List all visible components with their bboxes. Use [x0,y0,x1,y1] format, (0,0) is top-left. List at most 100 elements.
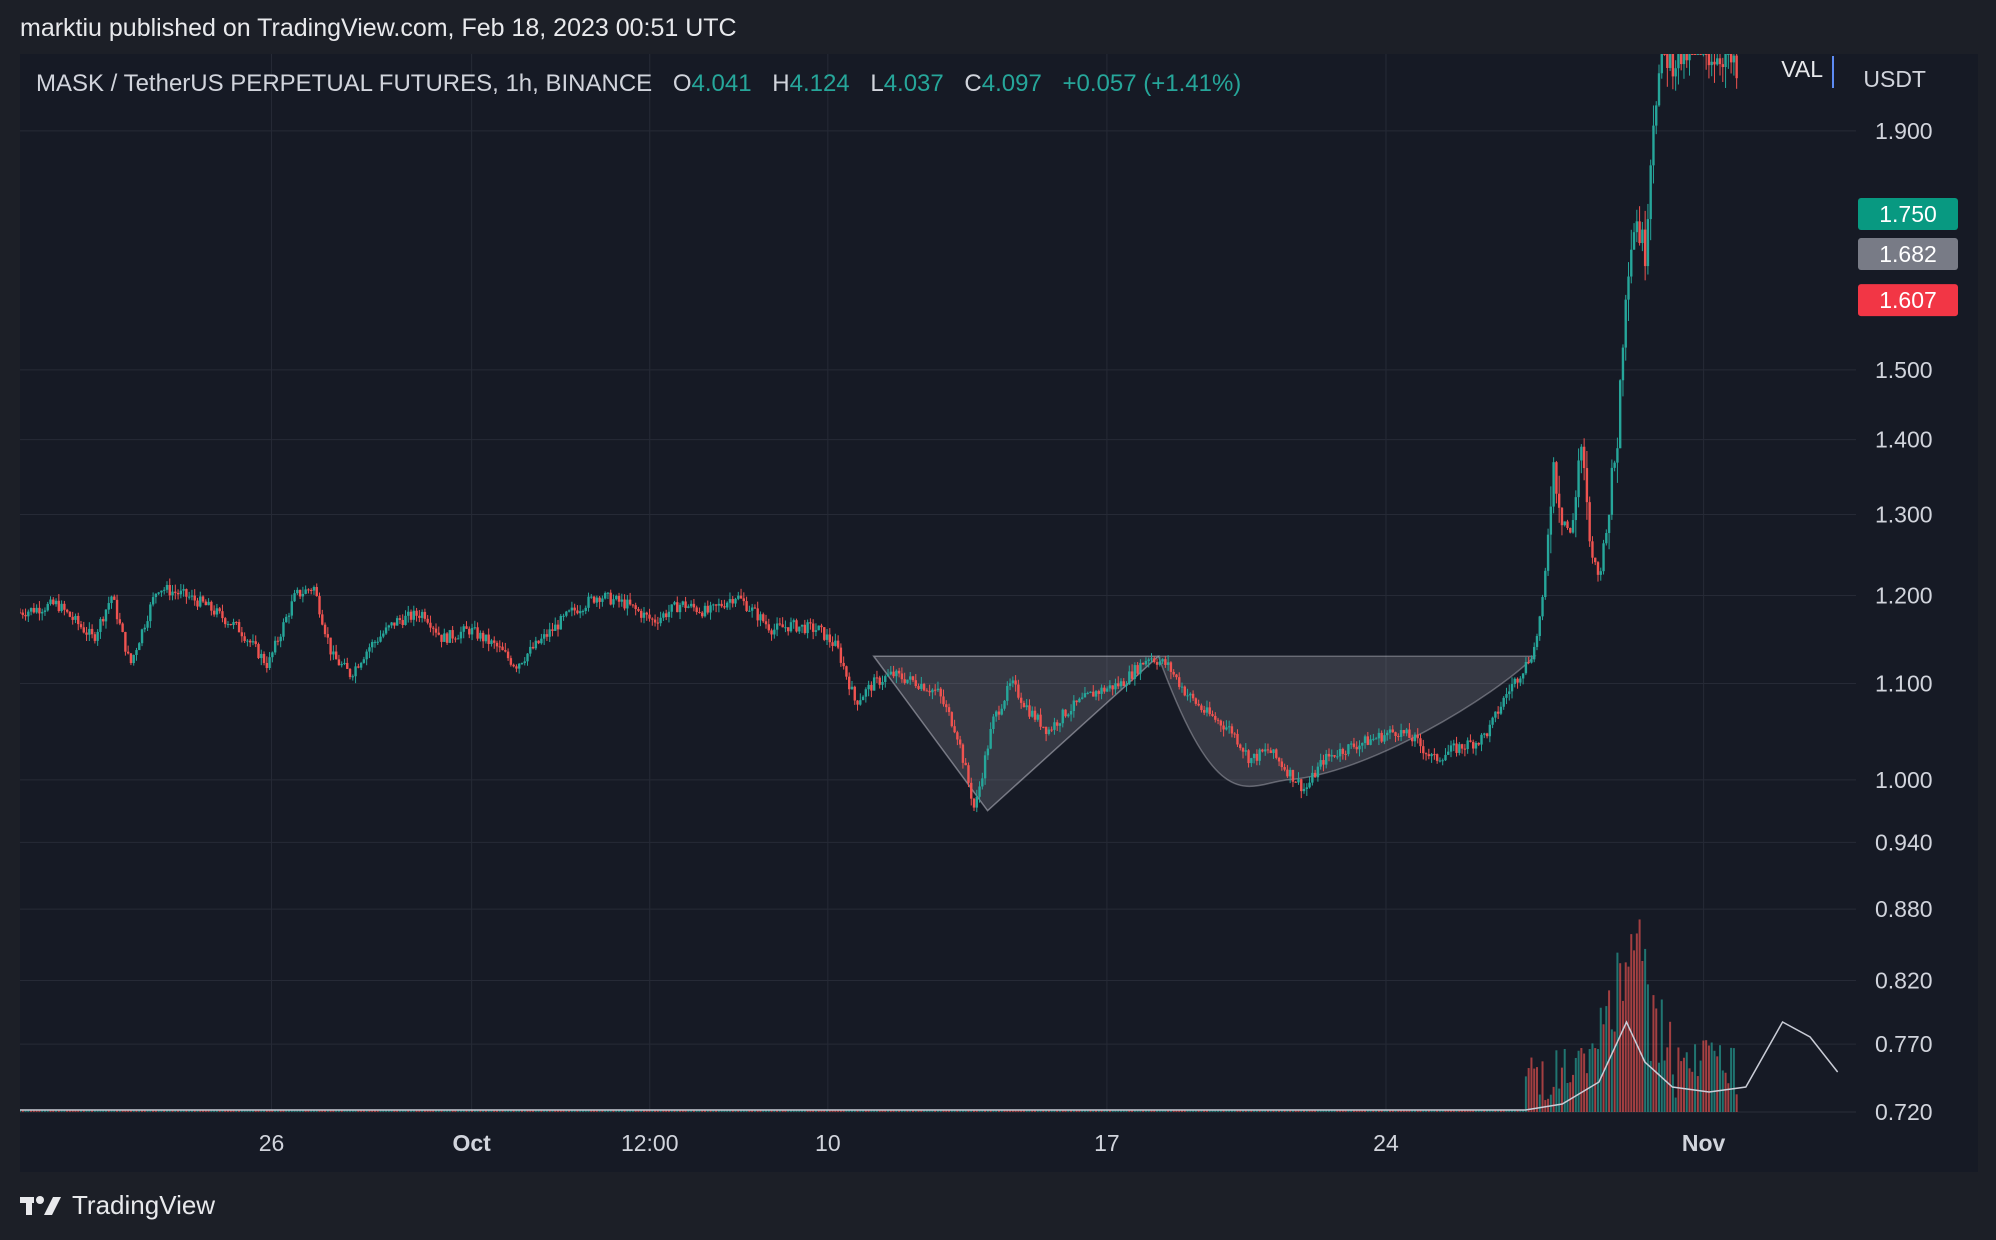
volume-bar [986,1110,989,1112]
candle-body [1183,686,1186,696]
candle-body [764,621,768,625]
candle-body [387,625,391,628]
candle-body [878,677,881,685]
candle-body [393,622,396,626]
candle-body [1655,105,1658,126]
volume-bar [1652,995,1655,1112]
volume-bar [215,1110,218,1112]
candle-body [132,654,135,664]
candle-body [897,670,901,674]
footer-brand[interactable]: TradingView [20,1190,215,1221]
volume-bar [864,1110,867,1112]
volume-bar [80,1110,83,1112]
volume-bar [224,1110,227,1112]
volume-bar [873,1110,876,1112]
volume-bar [1300,1110,1303,1112]
volume-bar [925,1110,928,1112]
volume-bar [781,1110,784,1112]
chart-panel[interactable]: 1.900 1.500 1.400 1.300 1.200 1.100 1.000 0.940… [20,54,1978,1172]
candle-body [1533,646,1536,660]
volume-bar [518,1110,521,1112]
volume-bar [340,1110,343,1112]
candle-body [1264,749,1267,752]
candle-body [298,589,302,597]
candle-body [1616,448,1619,463]
candle-body [1471,741,1475,749]
symbol-label[interactable]: MASK / TetherUS PERPETUAL FUTURES, 1h, B… [36,70,653,97]
candle-body [1668,54,1672,68]
candle-body [626,599,629,609]
candle-body [745,601,748,611]
candle-body [520,663,524,665]
volume-bar [684,1110,687,1112]
volume-bar [1330,1110,1333,1112]
volume-bar [1721,1070,1724,1112]
candle-body [160,590,163,593]
candle-body [279,636,282,642]
y-tick-label: 0.770 [1875,1031,1933,1057]
volume-bar [1569,1082,1572,1112]
candle-body [964,762,967,766]
volume-bar [573,1110,576,1112]
candle-body [678,604,682,613]
volume-bar [1522,1110,1525,1112]
volume-bar [1730,1047,1733,1112]
candle-body [296,589,299,594]
volume-bar [82,1110,85,1112]
volume-bar [1375,1110,1378,1112]
volume-bar [1535,1067,1538,1112]
candle-body [1652,125,1655,166]
volume-bar [1336,1110,1339,1112]
volume-bar [740,1110,743,1112]
volume-bar [870,1110,873,1112]
volume-bar [1627,966,1630,1112]
volume-bar [1369,1110,1372,1112]
candle-body [1596,562,1600,575]
volume-bar [1635,933,1638,1112]
volume-bar [656,1110,659,1112]
candlestick-chart[interactable]: 1.900 1.500 1.400 1.300 1.200 1.100 1.000 0.940… [20,54,1978,1172]
candle-body [1671,54,1675,77]
candle-body [598,597,601,602]
candle-body [1258,749,1261,761]
candle-body [93,634,97,641]
candle-body [1000,708,1003,715]
candle-body [1008,683,1012,686]
candle-body [418,615,421,618]
candle-body [74,615,77,620]
volume-bar [482,1110,485,1112]
candle-body [581,610,585,612]
volume-bar [1646,984,1649,1112]
candle-body [601,598,604,602]
volume-bar [312,1110,315,1112]
volume-bar [310,1110,313,1112]
volume-bar [304,1110,307,1112]
volume-bar [1397,1110,1400,1112]
volume-bar [698,1110,701,1112]
volume-bar [404,1110,407,1112]
candle-body [140,629,144,644]
volume-bar [490,1110,493,1112]
candle-body [1505,694,1508,698]
volume-bar [978,1110,981,1112]
candle-body [548,629,551,637]
candle-body [1019,697,1023,703]
volume-bar [1685,1052,1688,1112]
candle-body [1069,711,1073,715]
volume-bar [1474,1110,1477,1112]
volume-bar [1621,1000,1624,1112]
volume-bar [1047,1110,1050,1112]
volume-bar [900,1110,903,1112]
candle-body [409,611,413,620]
candle-body [517,663,521,669]
volume-bar [787,1110,790,1112]
candle-body [1391,729,1394,733]
volume-bar [545,1110,548,1112]
volume-bar [1316,1110,1319,1112]
volume-bar [676,1110,679,1112]
candle-body [728,599,732,603]
candle-body [1627,276,1630,300]
currency-unit[interactable]: USDT [1863,66,1926,92]
candle-body [265,662,269,669]
candle-body [997,711,1001,715]
